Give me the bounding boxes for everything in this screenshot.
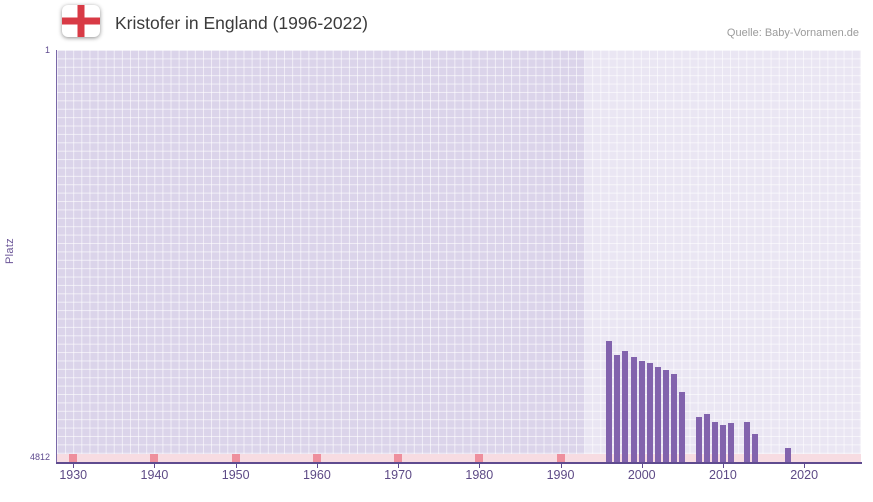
x-tick-label-2000: 2000 [627,468,656,482]
bar-2004 [671,373,678,462]
x-axis-line [56,462,862,464]
x-tick-mark-1990 [560,464,562,468]
x-tick-mark-1960 [316,464,318,468]
x-tick-label-1970: 1970 [384,468,412,482]
y-tick-label-bottom: 4812 [29,452,50,462]
england-flag-icon [62,5,100,37]
x-tick-label-1950: 1950 [221,468,250,482]
y-tick-label-top: 1 [44,45,50,55]
bar-2014 [752,433,759,462]
bar-2008 [703,413,710,462]
no-data-marker-1930 [69,454,78,462]
bar-2005 [679,391,686,462]
x-tick-label-2020: 2020 [790,468,819,482]
no-data-marker-1980 [475,454,484,462]
y-axis-line [56,50,57,463]
x-tick-mark-1940 [154,464,156,468]
bar-2013 [744,422,751,462]
no-data-marker-1940 [150,454,159,462]
bar-2001 [646,363,653,462]
x-tick-label-1960: 1960 [302,468,331,482]
bar-2009 [711,421,718,462]
page-title: Kristofer in England (1996-2022) [115,13,368,33]
bar-1998 [622,351,629,462]
rank-bar-chart [57,50,861,462]
x-tick-mark-1930 [73,464,75,468]
x-tick-mark-1970 [398,464,400,468]
bar-2003 [663,370,670,462]
x-tick-mark-2000 [641,464,643,468]
x-tick-label-1930: 1930 [59,468,88,482]
no-data-marker-1990 [556,454,565,462]
bar-1996 [606,341,613,462]
x-tick-mark-2010 [722,464,724,468]
x-tick-label-1980: 1980 [465,468,494,482]
x-tick-mark-2020 [804,464,806,468]
bar-2002 [654,366,661,462]
bar-2007 [695,417,702,462]
x-tick-mark-1950 [235,464,237,468]
bar-2000 [638,360,645,462]
y-axis-title: Platz [4,238,16,264]
x-tick-label-1990: 1990 [546,468,575,482]
x-tick-label-1940: 1940 [140,468,169,482]
x-tick-label-2010: 2010 [709,468,737,482]
no-data-strip [57,454,861,462]
bar-1999 [630,357,637,462]
bar-2011 [728,423,735,462]
bar-2018 [784,448,791,462]
bar-1997 [614,354,621,462]
flag-cross-horizontal [62,17,100,25]
x-tick-mark-1980 [479,464,481,468]
no-data-marker-1970 [394,454,403,462]
no-data-marker-1960 [312,454,321,462]
source-credit: Quelle: Baby-Vornamen.de [726,27,859,39]
bar-2010 [719,425,726,462]
no-data-marker-1950 [231,454,240,462]
